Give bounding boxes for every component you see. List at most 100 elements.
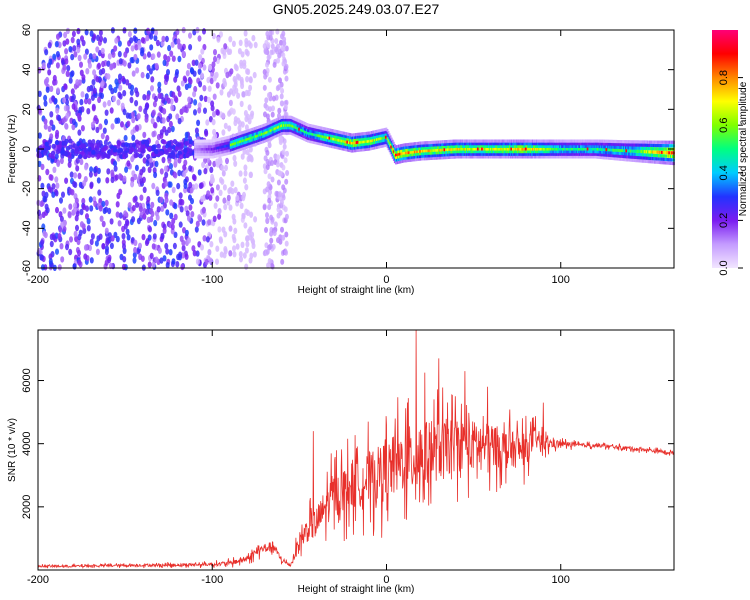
spectrogram-cell bbox=[113, 86, 118, 94]
spectrogram-cell bbox=[474, 152, 477, 156]
spectrogram-cell bbox=[246, 129, 249, 133]
spectrogram-cell bbox=[485, 155, 488, 159]
spectrogram-cell bbox=[282, 40, 287, 47]
spectrogram-cell bbox=[448, 153, 451, 157]
spectrogram-cell bbox=[494, 139, 497, 143]
spectrogram-cell bbox=[562, 139, 564, 143]
spectrogram-cell bbox=[354, 135, 356, 139]
spectrogram-cell bbox=[662, 150, 665, 155]
spectrogram-cell bbox=[594, 150, 597, 154]
spectrogram-cell bbox=[239, 256, 243, 263]
spectrogram-cell bbox=[441, 145, 443, 149]
spectrogram-cell bbox=[379, 129, 382, 133]
spectrogram-cell bbox=[511, 139, 513, 143]
spectrogram-cell bbox=[633, 152, 636, 156]
spectrogram-cell bbox=[246, 142, 249, 146]
spectrogram-cell bbox=[500, 144, 503, 148]
spectrogram-cell bbox=[448, 145, 451, 149]
spectrogram-cell bbox=[40, 182, 45, 190]
spectrogram-cell bbox=[413, 144, 416, 149]
spectrogram-cell bbox=[571, 152, 574, 156]
spectrogram-cell bbox=[37, 90, 42, 98]
spectrogram-cell bbox=[608, 153, 610, 157]
spectrogram-cell bbox=[603, 156, 605, 160]
spectrogram-cell bbox=[579, 142, 581, 146]
spectrogram-cell bbox=[438, 148, 441, 152]
spectrogram-cell bbox=[413, 152, 416, 156]
spectrogram-cell bbox=[212, 139, 214, 143]
spectrogram-cell bbox=[458, 155, 461, 159]
spectrogram-cell bbox=[416, 152, 419, 156]
spectrogram-cell bbox=[294, 131, 297, 135]
spectrogram-cell bbox=[437, 143, 440, 147]
spectrogram-cell bbox=[409, 148, 412, 152]
spectrogram-cell bbox=[249, 211, 254, 218]
spectrogram-cell bbox=[386, 129, 389, 133]
spectrogram-cell bbox=[619, 154, 622, 158]
spectrogram-cell bbox=[367, 144, 370, 148]
spectrogram-cell bbox=[261, 132, 263, 136]
spectrogram-cell bbox=[635, 152, 638, 156]
spectrogram-cell bbox=[420, 149, 422, 153]
spectrogram-cell bbox=[618, 145, 621, 149]
spectrogram-cell bbox=[491, 155, 493, 159]
spectrogram-cell bbox=[240, 142, 242, 146]
spectrogram-cell bbox=[236, 92, 241, 99]
spectrogram-cell bbox=[435, 145, 438, 150]
spectrogram-cell bbox=[120, 142, 126, 148]
spectrogram-cell bbox=[267, 204, 272, 211]
spectrogram-cell bbox=[443, 145, 445, 149]
spectrogram-cell bbox=[610, 153, 613, 158]
spectrogram-cell bbox=[657, 143, 660, 148]
spectrogram-cell bbox=[538, 155, 540, 159]
spectrogram-cell bbox=[200, 48, 205, 55]
spectrogram-cell bbox=[317, 136, 320, 140]
spectrogram-cell bbox=[197, 68, 202, 75]
spectrogram-cell bbox=[611, 151, 614, 155]
spectrogram-cell bbox=[59, 243, 64, 250]
spectrogram-cell bbox=[134, 44, 139, 51]
spectrogram-cell bbox=[269, 131, 272, 135]
spectrogram-cell bbox=[364, 134, 367, 138]
spectrogram-cell bbox=[286, 121, 288, 125]
spectrogram-cell bbox=[590, 139, 593, 143]
spectrogram-cell bbox=[366, 131, 369, 135]
spectrogram-cell bbox=[270, 128, 273, 132]
spectrogram-cell bbox=[424, 143, 426, 148]
spectrogram-cell bbox=[114, 174, 119, 181]
spectrogram-cell bbox=[445, 142, 447, 146]
spectrogram-cell bbox=[575, 150, 578, 154]
spectrogram-cell bbox=[389, 148, 392, 152]
spectrogram-cell bbox=[189, 187, 194, 194]
spectrogram-cell bbox=[235, 141, 237, 145]
spectrogram-cell bbox=[210, 187, 215, 194]
spectrogram-cell bbox=[512, 152, 514, 156]
spectrogram-cell bbox=[231, 142, 234, 146]
spectrogram-cell bbox=[198, 139, 201, 143]
spectrogram-cell bbox=[300, 123, 303, 127]
spectrogram-cell bbox=[282, 121, 284, 125]
spectrogram-cell bbox=[105, 153, 111, 159]
spectrogram-cell bbox=[40, 163, 45, 171]
spectrogram-cell bbox=[429, 156, 432, 160]
spectrogram-cell bbox=[522, 152, 525, 156]
spectrogram-cell bbox=[492, 142, 494, 146]
spectrogram-cell bbox=[311, 129, 314, 133]
spectrogram-cell bbox=[376, 137, 378, 141]
spectrogram-cell bbox=[627, 155, 629, 159]
spectrogram-cell bbox=[521, 139, 524, 143]
spectrogram-cell bbox=[236, 138, 238, 142]
spectrogram-cell bbox=[443, 156, 445, 160]
spectrogram-cell bbox=[260, 135, 262, 139]
spectrogram-cell bbox=[99, 35, 104, 43]
spectrogram-cell bbox=[499, 144, 502, 148]
spectrogram-cell bbox=[217, 140, 219, 144]
spectrogram-cell bbox=[232, 154, 237, 162]
spectrogram-cell bbox=[490, 139, 492, 143]
spectrogram-cell bbox=[228, 204, 233, 211]
spectrogram-cell bbox=[233, 63, 238, 70]
spectrogram-cell bbox=[636, 152, 639, 156]
spectrogram-cell bbox=[125, 228, 130, 236]
spectrogram-cell bbox=[635, 149, 638, 153]
spectrogram-cell bbox=[222, 150, 225, 154]
